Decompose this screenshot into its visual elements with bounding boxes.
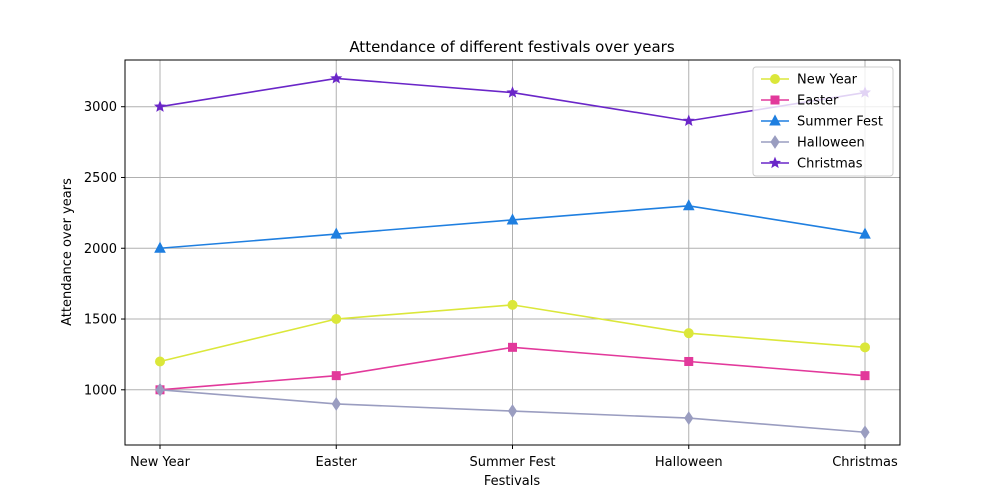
legend-label: New Year <box>797 73 858 88</box>
legend-marker <box>769 114 781 126</box>
data-point-christmas <box>682 114 695 126</box>
data-point-new-year <box>860 342 870 353</box>
x-tick-label: New Year <box>130 455 191 470</box>
legend-item-summer-fest: Summer Fest <box>761 114 883 130</box>
chart-title: Attendance of different festivals over y… <box>349 38 675 56</box>
legend-label: Christmas <box>797 157 863 172</box>
data-point-summer-fest <box>506 213 519 225</box>
data-point-summer-fest <box>682 199 695 211</box>
data-point-halloween <box>331 397 341 411</box>
y-tick-label: 3000 <box>84 100 117 115</box>
x-tick-label: Halloween <box>655 455 723 470</box>
legend-marker <box>770 135 780 149</box>
data-point-christmas <box>330 72 343 84</box>
y-tick-label: 2500 <box>84 171 117 186</box>
legend-item-new-year: New Year <box>761 73 858 88</box>
data-point-summer-fest <box>154 241 166 253</box>
data-point-halloween <box>684 411 694 426</box>
data-point-new-year <box>331 314 342 325</box>
legend: New Year Easter Summer Fest Halloween Christ… <box>752 66 894 177</box>
legend-item-halloween: Halloween <box>761 135 865 151</box>
data-point-halloween <box>860 425 870 440</box>
legend-marker <box>770 74 780 84</box>
y-axis-label: Attendance over years <box>60 178 75 326</box>
legend-label: Easter <box>797 94 839 109</box>
y-tick-label: 2000 <box>84 242 117 257</box>
legend-marker <box>770 95 780 105</box>
series-new-year <box>155 299 870 367</box>
data-point-new-year <box>683 328 694 339</box>
series-layer <box>153 72 872 440</box>
data-point-christmas <box>506 86 519 98</box>
legend-marker <box>768 156 782 169</box>
x-tick-label: Christmas <box>832 455 898 470</box>
axis-ticks: New Year Easter Summer Fest Halloween Christ… <box>84 100 898 470</box>
x-tick-label: Summer Fest <box>470 455 556 470</box>
legend-label: Halloween <box>797 136 865 151</box>
data-point-summer-fest <box>330 227 343 239</box>
series-summer-fest <box>154 199 871 253</box>
legend-label: Summer Fest <box>797 115 883 130</box>
data-point-easter <box>508 342 517 352</box>
data-point-new-year <box>155 356 165 367</box>
y-tick-label: 1500 <box>84 313 117 328</box>
data-point-new-year <box>507 299 518 310</box>
x-tick-label: Easter <box>316 455 358 470</box>
x-axis-label: Festivals <box>484 474 541 489</box>
data-point-christmas <box>153 100 167 112</box>
legend-item-christmas: Christmas <box>761 157 863 172</box>
data-point-easter <box>331 371 341 381</box>
data-point-easter <box>684 356 694 366</box>
data-point-summer-fest <box>859 227 871 239</box>
data-point-halloween <box>507 404 518 418</box>
data-point-halloween <box>155 382 165 397</box>
legend-item-easter: Easter <box>761 94 839 109</box>
data-point-easter <box>860 371 870 381</box>
series-halloween <box>155 382 870 440</box>
y-tick-label: 1000 <box>84 383 117 398</box>
legend-box <box>752 66 894 177</box>
